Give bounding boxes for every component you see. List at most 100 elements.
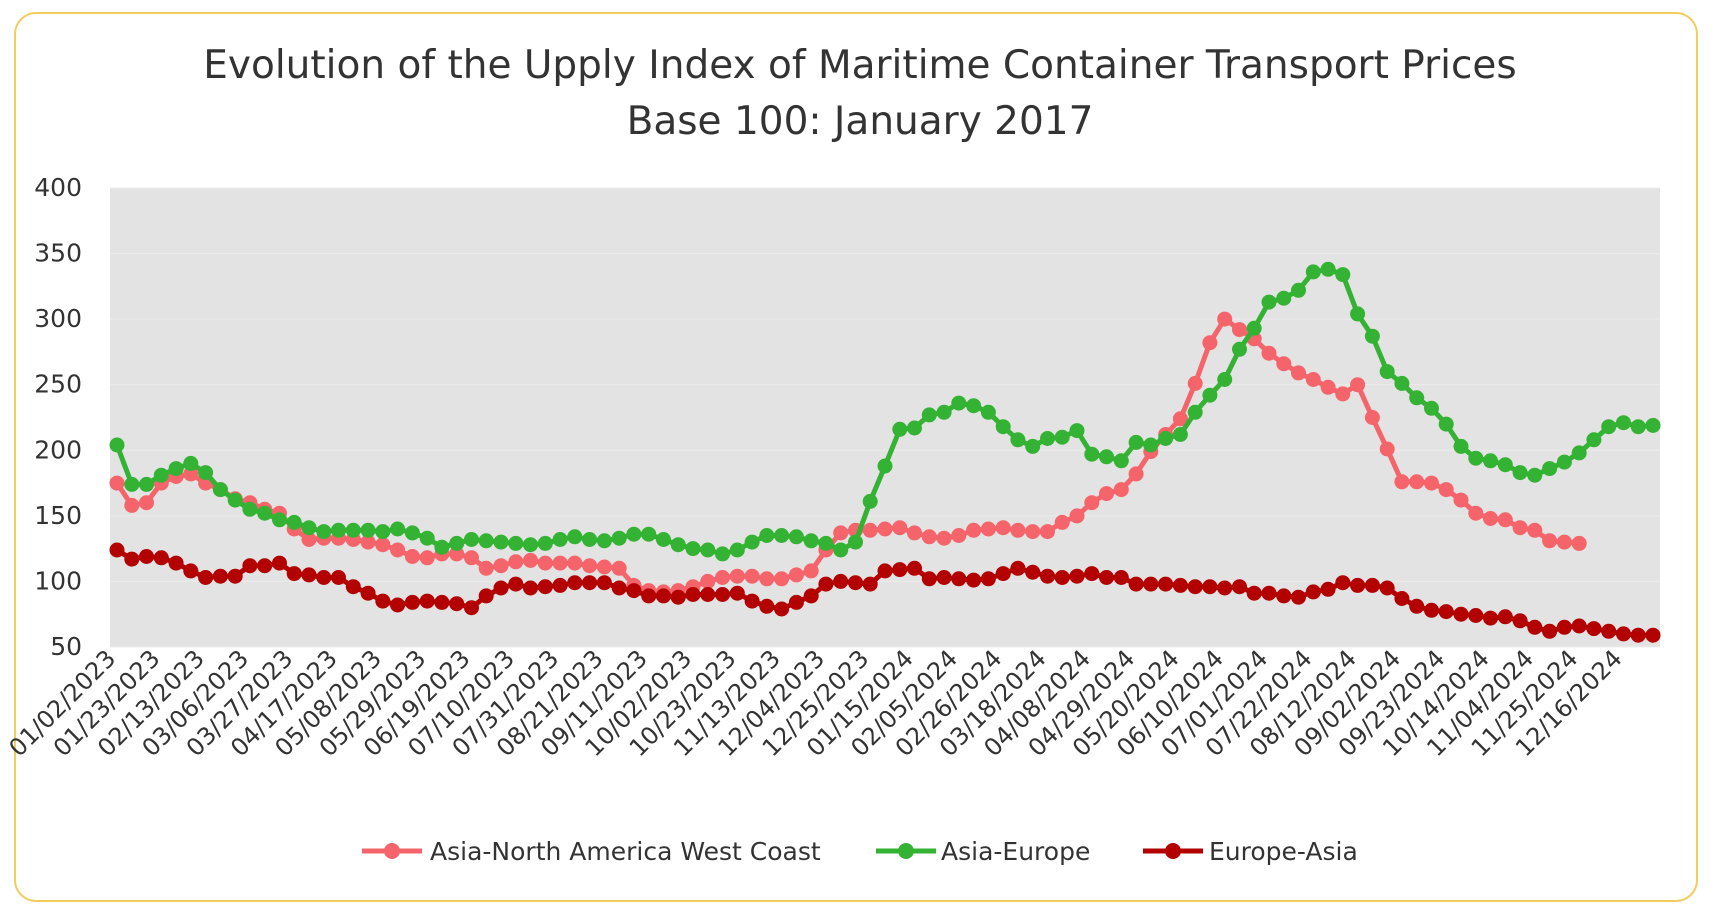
data-point xyxy=(1128,434,1144,450)
data-point xyxy=(656,588,671,604)
data-point xyxy=(1379,441,1395,457)
data-point xyxy=(611,560,627,576)
data-point xyxy=(700,587,716,602)
data-point xyxy=(1335,575,1351,591)
legend-item: Asia-Europe xyxy=(876,837,1090,866)
data-point xyxy=(1010,560,1026,576)
data-point xyxy=(626,583,642,599)
data-point xyxy=(1350,377,1366,393)
data-point xyxy=(995,520,1011,536)
data-point xyxy=(1379,364,1395,380)
data-point xyxy=(1586,432,1602,448)
data-point xyxy=(375,537,391,553)
data-point xyxy=(1202,579,1218,595)
data-point xyxy=(833,573,849,589)
data-point xyxy=(1025,564,1041,580)
data-point xyxy=(316,570,332,585)
data-point xyxy=(242,558,258,574)
data-point xyxy=(1158,576,1174,592)
data-point xyxy=(404,549,420,564)
data-point xyxy=(1261,585,1277,601)
data-point xyxy=(1202,387,1218,403)
data-point xyxy=(508,576,524,592)
data-point xyxy=(729,568,745,584)
data-point xyxy=(1232,341,1247,357)
data-point xyxy=(227,568,243,584)
data-point xyxy=(877,458,893,474)
data-point xyxy=(611,530,627,546)
data-point xyxy=(1040,524,1055,540)
data-point xyxy=(1217,372,1233,387)
legend-item: Europe-Asia xyxy=(1143,837,1358,866)
data-point xyxy=(862,576,878,592)
data-point xyxy=(360,534,376,550)
data-point xyxy=(980,521,996,537)
data-point xyxy=(966,398,982,414)
data-point xyxy=(1438,416,1454,432)
data-point xyxy=(286,514,302,530)
data-point xyxy=(124,497,140,513)
data-point xyxy=(390,597,406,613)
data-point xyxy=(478,588,494,604)
data-point xyxy=(848,534,863,550)
data-point xyxy=(715,587,730,602)
data-point xyxy=(124,476,140,492)
data-point xyxy=(286,566,302,582)
data-point xyxy=(508,554,524,570)
data-point xyxy=(1113,570,1129,585)
data-point xyxy=(1364,328,1380,344)
data-point xyxy=(1468,608,1484,623)
data-point xyxy=(759,598,775,614)
data-point xyxy=(1069,423,1085,439)
data-point xyxy=(596,575,612,591)
data-point xyxy=(1291,282,1306,298)
data-point xyxy=(1527,467,1543,483)
data-point xyxy=(877,521,893,537)
data-point xyxy=(892,562,908,578)
data-point xyxy=(1364,410,1380,425)
data-point xyxy=(1542,533,1558,549)
data-point xyxy=(552,555,568,571)
data-point xyxy=(464,532,479,547)
data-point xyxy=(168,461,184,477)
data-point xyxy=(1542,461,1558,477)
data-point xyxy=(345,579,361,595)
data-point xyxy=(1527,619,1543,635)
data-point xyxy=(449,546,465,562)
data-point xyxy=(907,560,922,576)
data-point xyxy=(641,588,657,604)
data-point xyxy=(1527,522,1543,538)
data-point xyxy=(1424,602,1439,618)
data-point xyxy=(1084,566,1100,582)
y-tick-label: 400 xyxy=(34,173,82,202)
data-point xyxy=(434,539,450,555)
data-point xyxy=(1409,390,1425,406)
data-point xyxy=(1630,419,1646,435)
legend-swatch-marker xyxy=(384,843,400,859)
data-point xyxy=(139,495,154,511)
data-point xyxy=(715,546,730,562)
data-point xyxy=(1571,445,1587,461)
data-point xyxy=(774,601,790,617)
data-point xyxy=(1305,372,1321,387)
data-point xyxy=(1040,568,1055,584)
data-point xyxy=(744,568,760,584)
data-point xyxy=(744,593,760,609)
data-point xyxy=(921,407,937,423)
data-point xyxy=(611,580,627,596)
data-point xyxy=(1616,626,1631,642)
data-point xyxy=(168,555,184,571)
data-point xyxy=(803,563,819,579)
data-point xyxy=(862,522,878,538)
gridlines xyxy=(110,187,1660,648)
legend: Asia-North America West Coast Asia-Europe… xyxy=(362,837,1358,866)
data-point xyxy=(656,532,671,547)
data-point xyxy=(1601,419,1617,435)
series-asia-europe xyxy=(109,261,1661,562)
data-point xyxy=(700,573,716,589)
data-point xyxy=(1512,520,1528,536)
data-point xyxy=(375,593,391,609)
data-point xyxy=(700,542,716,558)
data-point xyxy=(493,558,509,574)
data-point xyxy=(1128,466,1144,482)
